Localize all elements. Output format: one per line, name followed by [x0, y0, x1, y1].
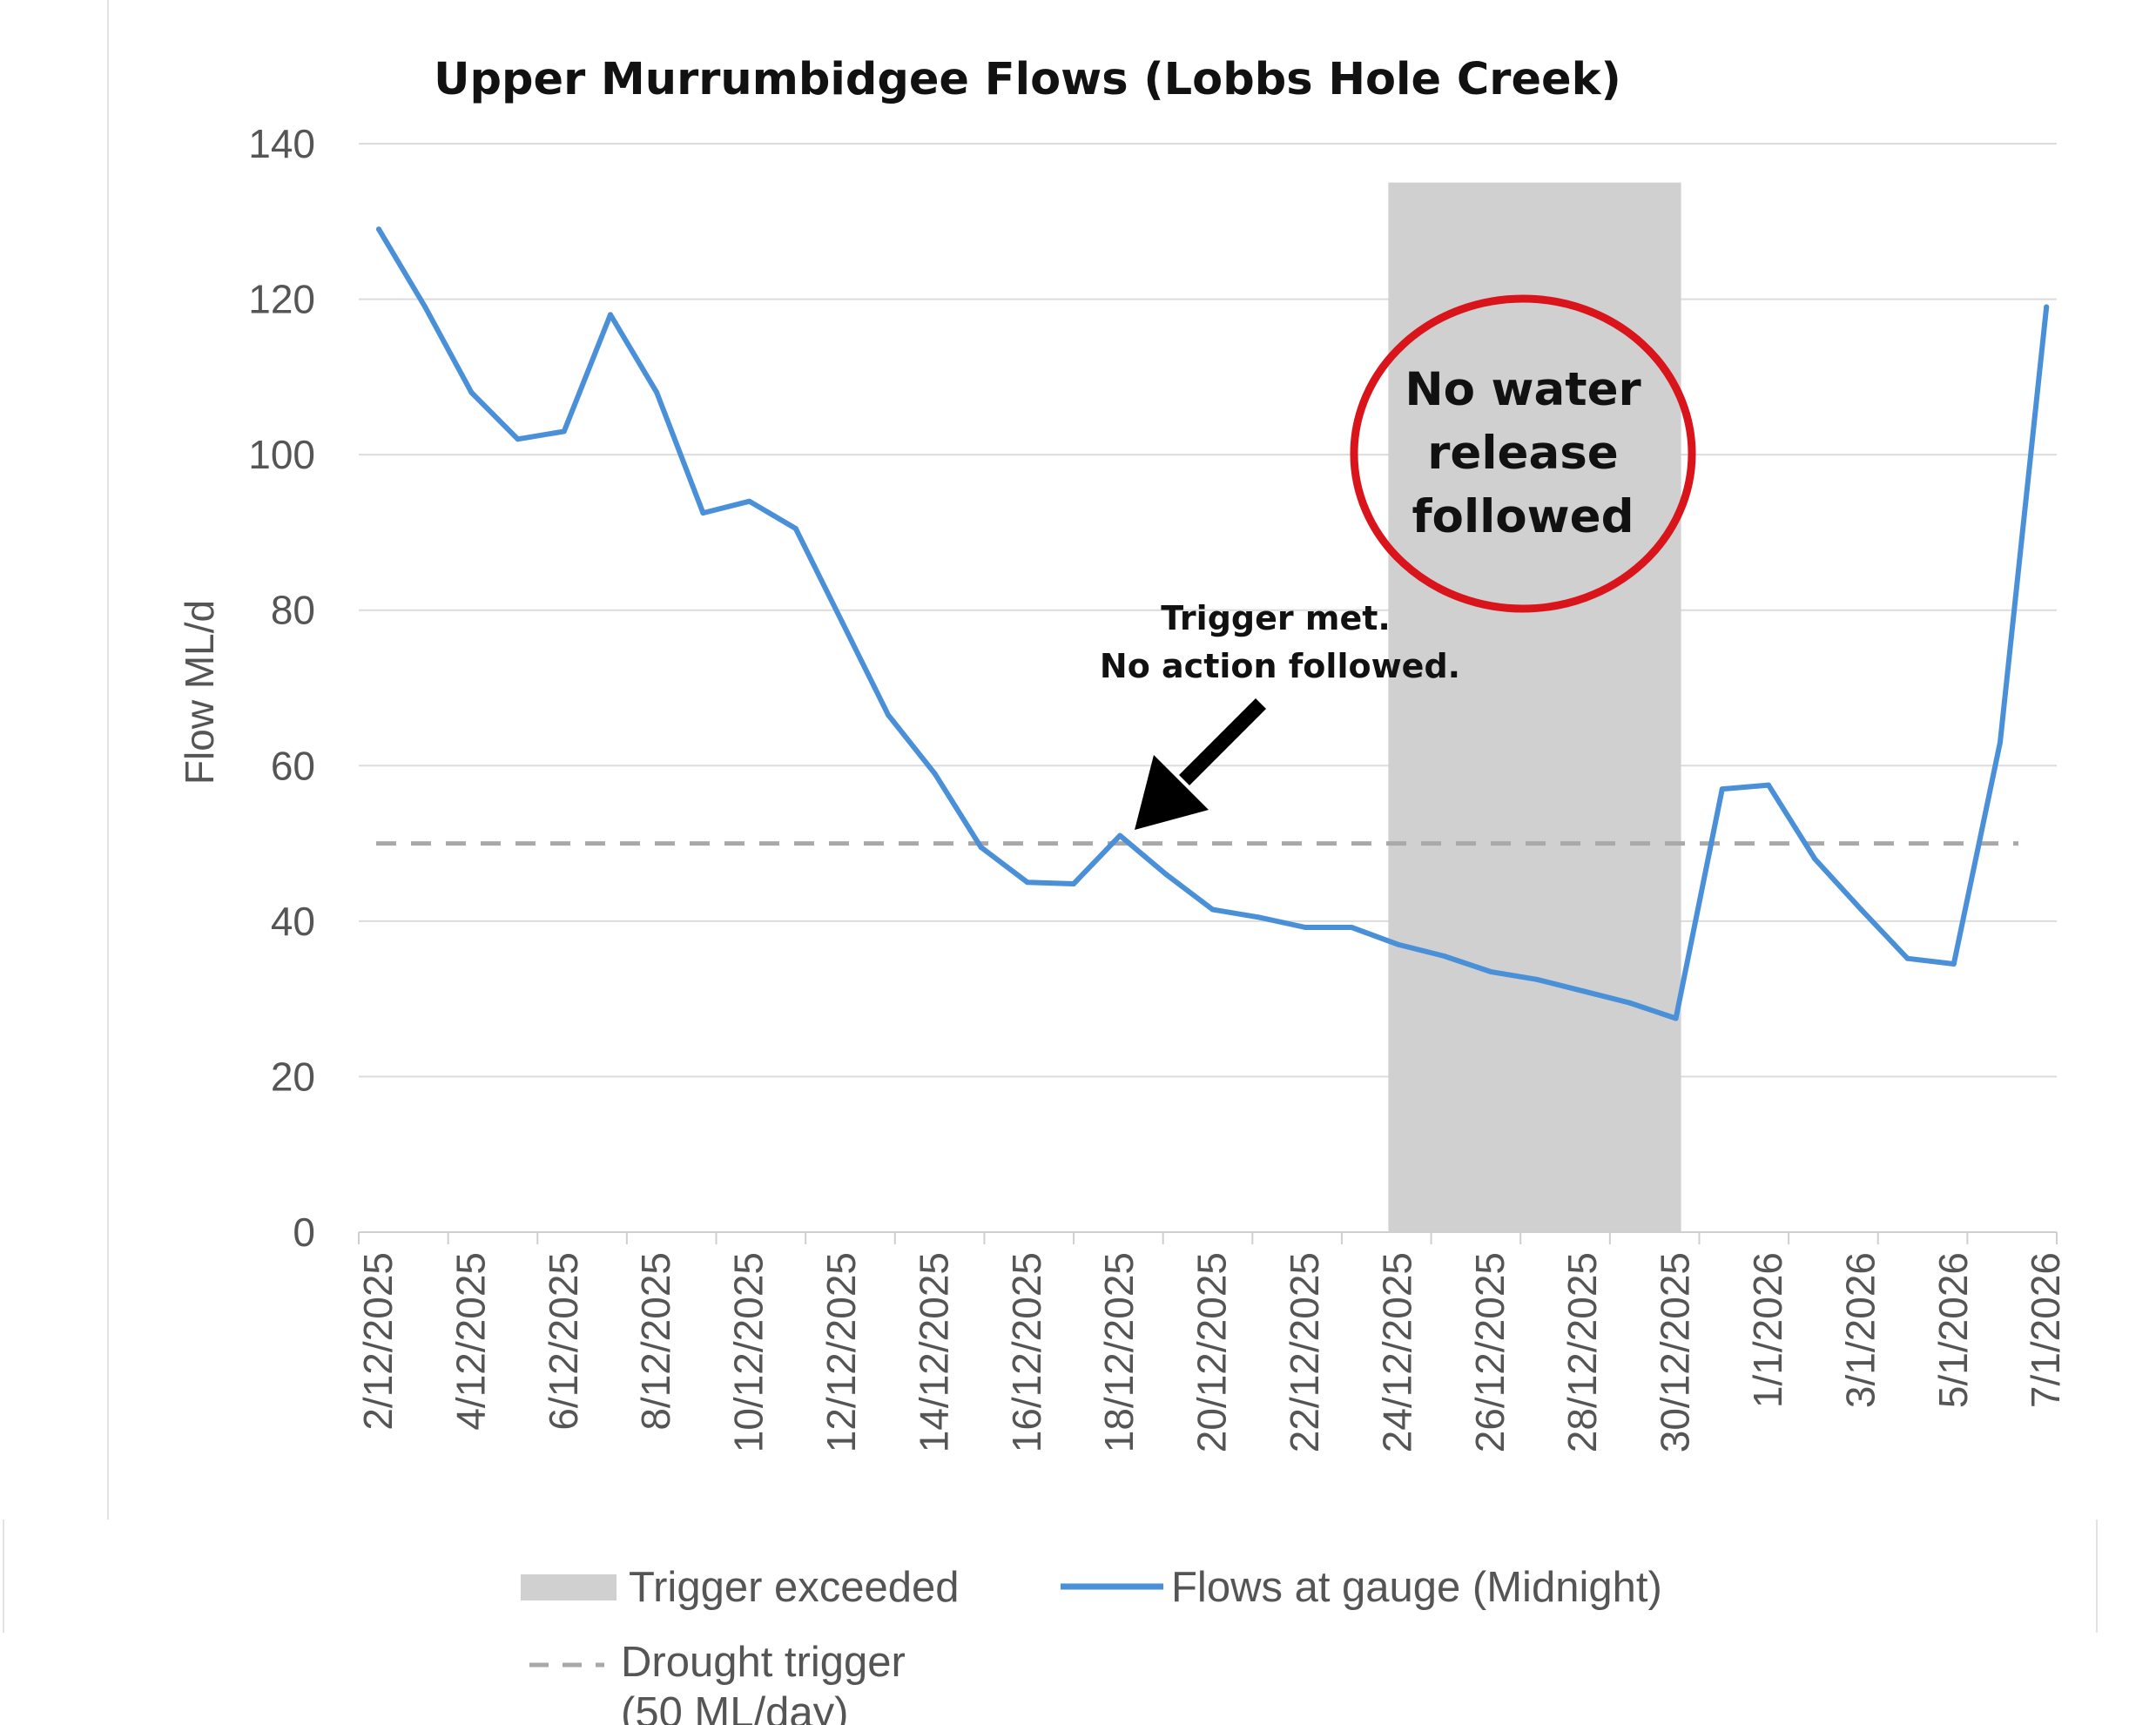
- flow-data-point: [700, 510, 706, 516]
- flow-data-point: [468, 389, 475, 395]
- x-tick-label: 14/12/2025: [911, 1252, 956, 1452]
- flow-data-point: [932, 771, 938, 777]
- y-tick-label: 60: [271, 743, 315, 788]
- y-tick-label: 140: [248, 121, 315, 166]
- flow-data-point: [1812, 856, 1818, 862]
- axes: [358, 1231, 2058, 1244]
- y-tick-label: 80: [271, 588, 315, 633]
- x-tick-label: 22/12/2025: [1282, 1252, 1327, 1452]
- x-tick-label: 1/1/2026: [1745, 1252, 1790, 1408]
- x-tick-label: 5/1/2026: [1930, 1252, 1976, 1408]
- x-tick-label: 30/12/2025: [1653, 1252, 1698, 1452]
- legend: Trigger exceeded Flows at gauge (Midnigh…: [521, 1564, 1662, 1725]
- flow-data-point: [1580, 988, 1587, 994]
- shaded-region-layer: [1388, 182, 1681, 1233]
- flow-data-point: [1904, 955, 1910, 961]
- flow-data-point: [1487, 968, 1493, 974]
- y-tick-label: 40: [271, 899, 315, 944]
- flow-data-point: [376, 226, 381, 232]
- x-tick-label: 6/12/2025: [541, 1252, 586, 1431]
- flow-data-point: [1349, 925, 1355, 930]
- flow-data-point: [654, 389, 660, 395]
- chart-title: Upper Murrumbidgee Flows (Lobbs Hole Cre…: [434, 54, 1621, 105]
- y-tick-labels: 0 20 40 60 80 100 120 140: [248, 121, 315, 1255]
- y-axis-label: Flow ML/d: [177, 600, 222, 785]
- x-tick-label: 18/12/2025: [1096, 1252, 1142, 1452]
- circle-note-line-2: release: [1427, 427, 1618, 480]
- x-tick-label: 10/12/2025: [726, 1252, 771, 1452]
- y-tick-label: 20: [271, 1054, 315, 1099]
- flow-data-point: [1719, 786, 1725, 792]
- flow-data-point: [561, 428, 567, 435]
- legend-label-flows: Flows at gauge (Midnight): [1171, 1564, 1662, 1611]
- flow-data-point: [839, 619, 845, 625]
- arrow-note-line-2: No action followed.: [1100, 647, 1460, 685]
- flow-data-point: [978, 845, 984, 851]
- flow-data-point: [1303, 925, 1308, 930]
- series-layer: [376, 226, 2050, 1021]
- circle-note-line-1: No water: [1405, 363, 1641, 416]
- x-tick-label: 7/1/2026: [2023, 1252, 2068, 1408]
- legend-label-trigger-exceeded: Trigger exceeded: [629, 1564, 960, 1611]
- x-tick-label: 8/12/2025: [633, 1252, 678, 1431]
- circle-note-line-3: followed: [1412, 490, 1634, 543]
- arrow-shaft: [1178, 697, 1267, 786]
- legend-label-drought-trigger-value: (50 ML/day): [621, 1689, 848, 1725]
- x-tick-label: 4/12/2025: [448, 1252, 493, 1431]
- x-tick-label: 26/12/2025: [1467, 1252, 1513, 1452]
- flow-data-point: [792, 525, 798, 531]
- x-tick-label: 3/1/2026: [1837, 1252, 1883, 1408]
- flow-data-point: [1163, 872, 1169, 878]
- flow-data-point: [1395, 941, 1401, 947]
- legend-label-drought-trigger: Drought trigger: [621, 1639, 906, 1686]
- x-tick-label: 20/12/2025: [1189, 1252, 1235, 1452]
- flow-data-point: [515, 436, 521, 442]
- circle-annotation: No water release followed: [1350, 294, 1696, 613]
- y-tick-label: 120: [248, 277, 315, 322]
- x-tick-label: 2/12/2025: [355, 1252, 401, 1431]
- flow-data-point: [1627, 1000, 1633, 1006]
- arrow-note-line-1: Trigger met.: [1161, 599, 1391, 637]
- flow-data-point: [886, 712, 892, 718]
- arrow-annotation: Trigger met. No action followed.: [1100, 599, 1460, 830]
- flow-data-point: [1858, 906, 1864, 913]
- flow-data-point: [746, 498, 752, 504]
- flow-data-point: [1117, 832, 1123, 839]
- flow-data-point: [1209, 906, 1216, 913]
- flow-data-point: [608, 312, 613, 318]
- flow-data-point: [1951, 960, 1957, 967]
- flow-data-point: [1673, 1015, 1679, 1021]
- y-tick-label: 0: [293, 1210, 315, 1255]
- flow-data-point: [1766, 782, 1771, 788]
- x-tick-label: 24/12/2025: [1374, 1252, 1419, 1452]
- flow-data-point: [1256, 914, 1262, 920]
- flow-data-point: [1441, 953, 1447, 960]
- trigger-exceeded-region: [1388, 182, 1681, 1233]
- flow-data-point: [1024, 879, 1030, 886]
- arrow-head: [1135, 755, 1209, 830]
- red-circle: [1350, 294, 1696, 613]
- y-tick-label: 100: [248, 432, 315, 477]
- flow-data-point: [422, 304, 428, 310]
- x-tick-labels: 2/12/2025 4/12/2025 6/12/2025 8/12/2025 10/1…: [355, 1252, 2068, 1452]
- x-tick-label: 12/12/2025: [819, 1252, 864, 1452]
- flow-data-point: [1071, 881, 1076, 886]
- flow-data-point: [1998, 739, 2003, 745]
- x-tick-label: 16/12/2025: [1004, 1252, 1049, 1452]
- legend-swatch-trigger-exceeded: [521, 1574, 616, 1600]
- flow-data-point: [1534, 976, 1540, 982]
- flow-data-point: [2044, 304, 2050, 310]
- x-tick-label: 28/12/2025: [1560, 1252, 1605, 1452]
